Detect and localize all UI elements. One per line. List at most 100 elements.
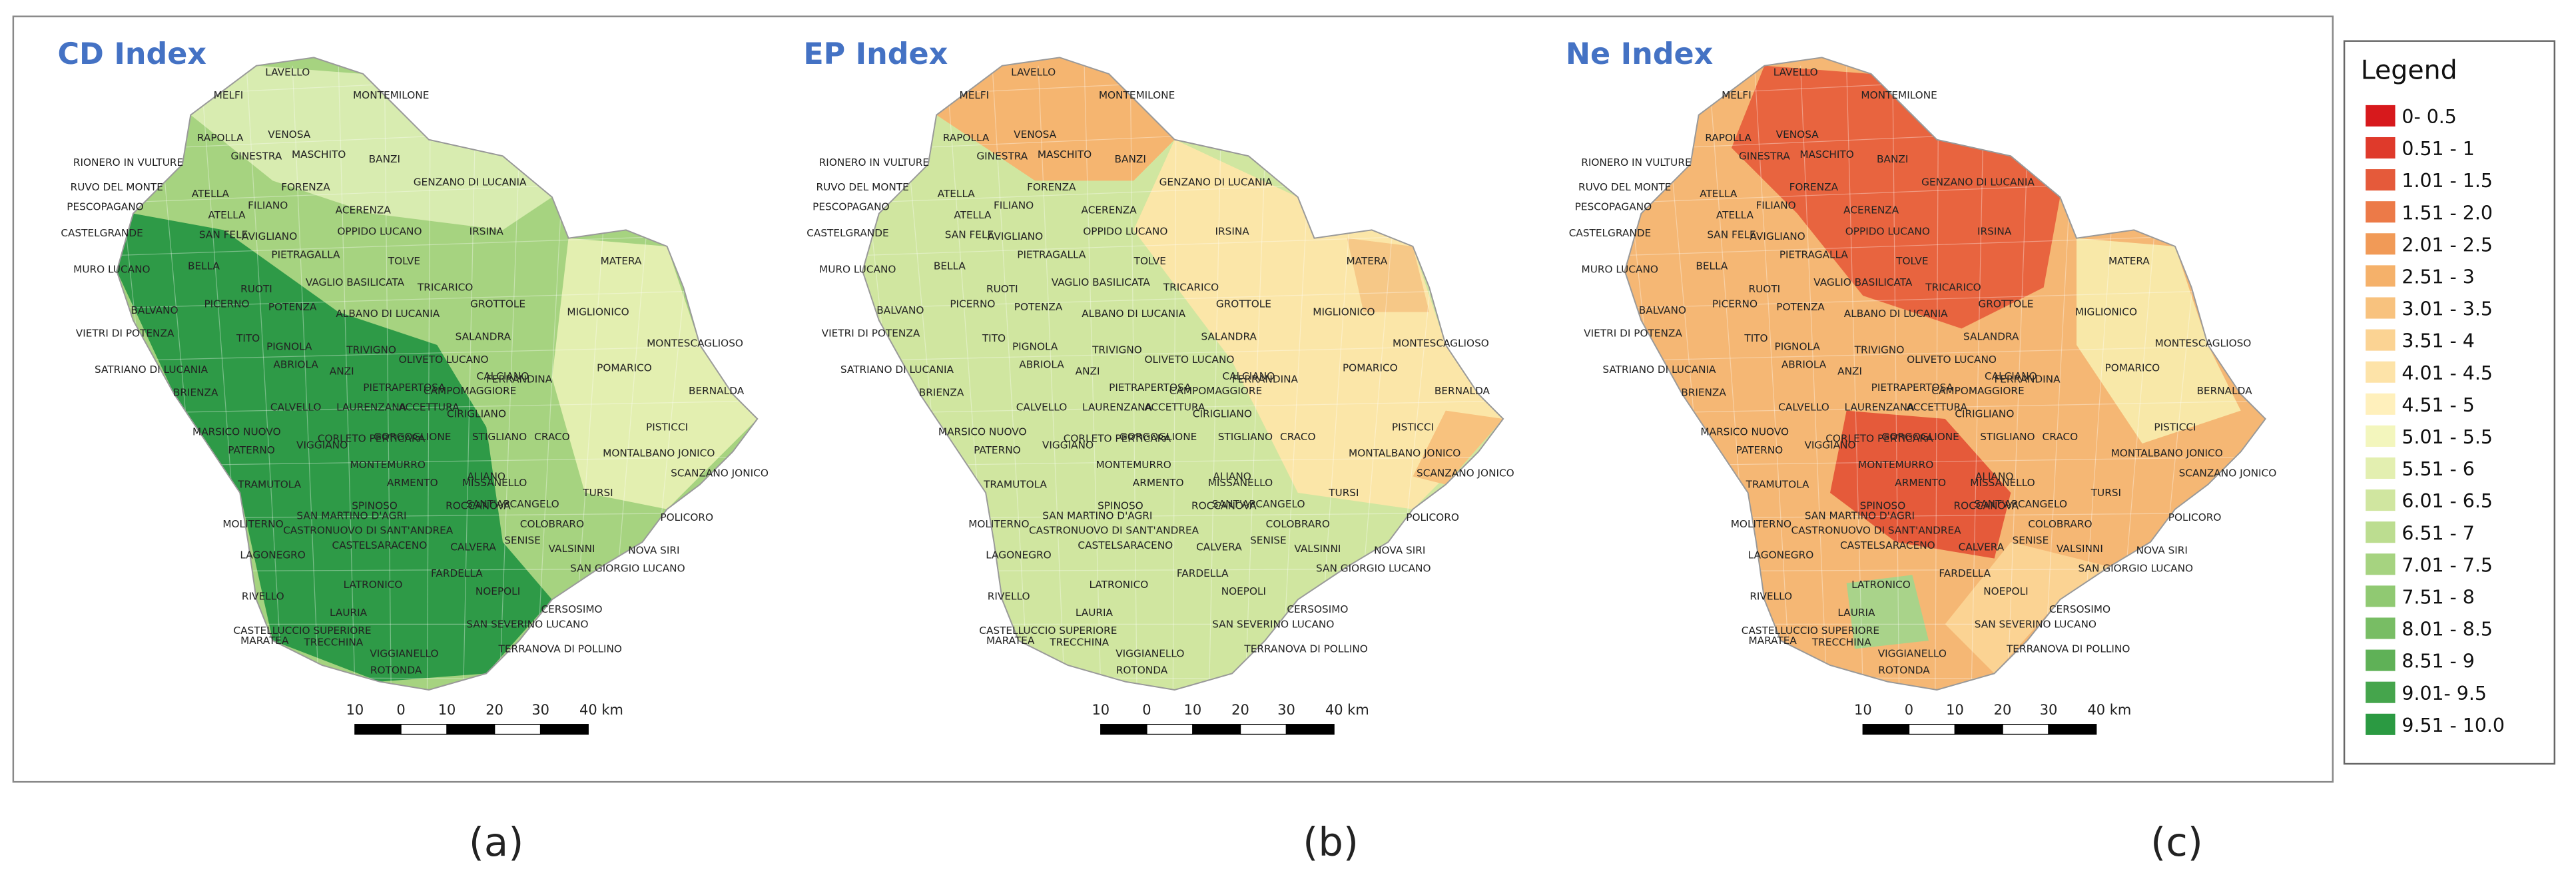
- place-label: SENISE: [2013, 534, 2049, 546]
- scale-segment: [1239, 724, 1287, 735]
- scale-label: 0: [396, 702, 405, 718]
- place-label: FILIANO: [1756, 199, 1795, 211]
- region-outline: [1624, 57, 2266, 691]
- region-zone: [1347, 238, 1430, 312]
- place-label: ROCCANOVA: [1954, 500, 2019, 512]
- place-label: VAGLIO BASILICATA: [1052, 276, 1151, 288]
- place-label: CASTELLUCCIO SUPERIORE: [1742, 625, 1879, 637]
- place-label: PIETRAGALLA: [1017, 248, 1086, 260]
- place-label: MONTALBANO JONICO: [1349, 447, 1460, 459]
- legend-label: 1.51 - 2.0: [2402, 202, 2493, 224]
- place-label: POMARICO: [2105, 362, 2160, 374]
- place-label: COLOBRARO: [520, 518, 584, 530]
- place-label: SCANZANO JONICO: [2179, 467, 2277, 479]
- region-zone: [1732, 65, 2061, 329]
- place-label: CERSOSIMO: [541, 603, 602, 615]
- place-label: PIGNOLA: [1012, 340, 1058, 352]
- scale-segment: [539, 724, 589, 735]
- place-label: ACERENZA: [1082, 204, 1137, 216]
- border: [1971, 65, 1985, 690]
- place-label: LATRONICO: [1090, 579, 1149, 591]
- place-label: ANZI: [330, 365, 354, 377]
- place-label: GENZANO DI LUCANIA: [1159, 176, 1273, 188]
- place-label: BALVANO: [1639, 304, 1686, 316]
- border: [992, 65, 1029, 690]
- legend-label: 8.51 - 9: [2402, 651, 2474, 673]
- place-label: MELFI: [960, 89, 990, 101]
- place-label: OPPIDO LUCANO: [1845, 226, 1930, 238]
- place-label: PISTICCI: [646, 421, 688, 433]
- place-label: ANZI: [1837, 365, 1862, 377]
- place-label: CORLETO PERTICARA: [1064, 433, 1171, 445]
- place-label: CASTELGRANDE: [1569, 227, 1651, 239]
- place-label: RUOTI: [986, 283, 1018, 295]
- place-label: TERRANOVA DI POLLINO: [2006, 643, 2130, 655]
- scale-label: 30: [2040, 702, 2058, 718]
- place-label: RAPOLLA: [943, 132, 990, 144]
- legend-label: 5.01 - 5.5: [2402, 426, 2493, 448]
- border: [1935, 65, 1939, 690]
- region-outline: [116, 57, 759, 691]
- place-label: GENZANO DI LUCANIA: [414, 176, 527, 188]
- place-label: CORLETO PERTICARA: [318, 433, 426, 445]
- place-label: MARATEA: [986, 635, 1035, 647]
- place-label: POLICORO: [1406, 511, 1459, 523]
- place-label: MARATEA: [240, 635, 289, 647]
- map-title: EP Index: [803, 37, 948, 71]
- place-label: CIRIGLIANO: [1955, 408, 2014, 420]
- place-label: GINESTRA: [230, 150, 282, 162]
- border: [862, 400, 1504, 415]
- scale-label: 40 km: [2087, 702, 2131, 718]
- legend-swatch: [2366, 681, 2396, 703]
- place-label: STIGLIANO: [1218, 431, 1273, 443]
- region: [1624, 57, 2266, 691]
- place-label: ALBANO DI LUCANIA: [336, 308, 440, 320]
- place-label: RUVO DEL MONTE: [71, 181, 163, 193]
- region-zone: [1413, 410, 1504, 485]
- border: [862, 344, 1504, 362]
- place-label: SAN GIORGIO LUCANO: [2079, 562, 2193, 574]
- place-label: BERNALDA: [689, 385, 745, 397]
- place-label: POMARICO: [1343, 362, 1398, 374]
- place-label: ACCETTURA: [1144, 402, 1205, 414]
- border: [117, 288, 758, 310]
- place-label: VIGGIANELLO: [370, 648, 438, 660]
- place-label: BALVANO: [876, 304, 924, 316]
- place-label: CALVERA: [1196, 541, 1242, 553]
- place-label: ROCCANOVA: [1191, 500, 1257, 512]
- panel-label: (c): [2150, 819, 2203, 865]
- legend-swatch: [2366, 233, 2396, 255]
- place-label: SCANZANO JONICO: [1417, 467, 1514, 479]
- place-label: FERRANDINA: [1232, 374, 1299, 386]
- place-label: ACERENZA: [336, 204, 392, 216]
- place-label: CALCIANO: [477, 370, 529, 382]
- scale-segment: [400, 724, 448, 735]
- place-label: PISTICCI: [1392, 421, 1434, 433]
- place-label: TRECCHINA: [1811, 636, 1871, 648]
- place-label: CRACO: [534, 431, 570, 443]
- legend-label: 0.51 - 1: [2402, 138, 2474, 160]
- place-label: CORLETO PERTICARA: [1825, 433, 1933, 445]
- place-label: FORENZA: [281, 181, 330, 193]
- region-zone: [1945, 542, 2110, 674]
- border: [1624, 344, 2266, 362]
- border: [117, 400, 758, 415]
- place-label: TRICARICO: [417, 282, 473, 294]
- place-label: GINESTRA: [1739, 150, 1790, 162]
- scale-label: 10: [346, 702, 364, 718]
- place-label: SAN FELE: [1707, 229, 1756, 241]
- place-label: VAGLIO BASILICATA: [1813, 276, 1913, 288]
- place-label: CALVELLO: [1778, 402, 1829, 414]
- place-label: BANZI: [1115, 153, 1146, 165]
- place-label: MARATEA: [1748, 635, 1797, 647]
- scale-label: 10: [1946, 702, 1964, 718]
- border: [1172, 65, 1177, 690]
- place-label: ALIANO: [468, 470, 505, 482]
- place-label: SANT'ARCANGELO: [1212, 498, 1305, 510]
- legend-label: 4.01 - 4.5: [2402, 362, 2493, 384]
- place-label: AVIGLIANO: [242, 230, 297, 242]
- place-label: TOLVE: [1133, 255, 1166, 267]
- legend-label: 0- 0.5: [2402, 106, 2456, 128]
- place-label: ATELLA: [938, 188, 976, 200]
